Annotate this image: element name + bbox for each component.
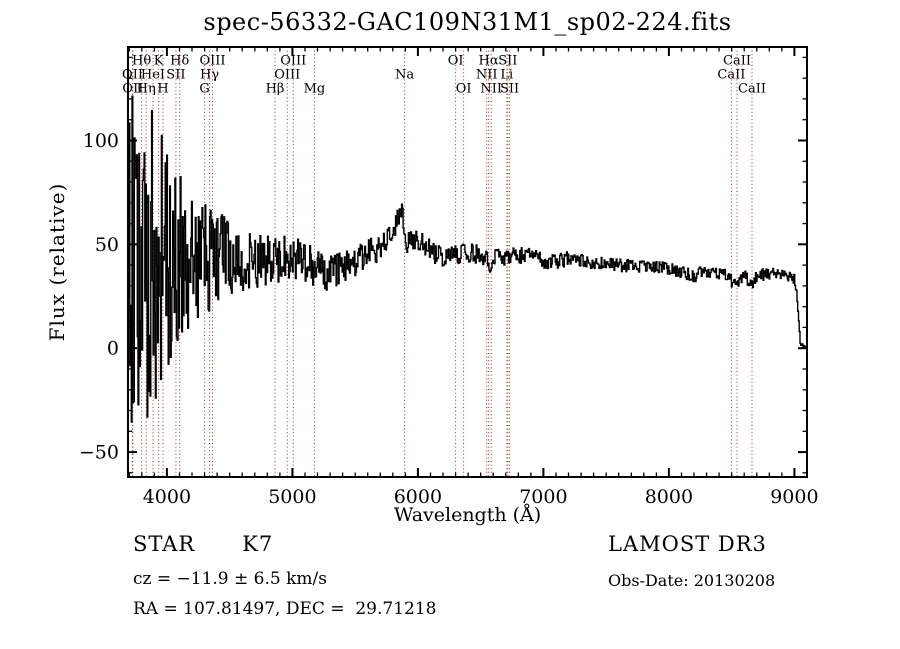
x-tick-label: 5000 (268, 486, 316, 508)
spectral-line-label: SII (500, 82, 519, 97)
spectral-line-label: Hα (479, 54, 499, 69)
x-tick-label: 7000 (519, 486, 567, 508)
x-tick-label: 4000 (143, 486, 191, 508)
y-axis-title: Flux (relative) (45, 182, 69, 342)
ra-dec-line: RA = 107.81497, DEC = 29.71218 (133, 599, 437, 619)
spectral-line-label: SII (166, 68, 185, 83)
obs-date-line: Obs-Date: 20130208 (608, 571, 776, 590)
spectral-line-label: Hδ (170, 54, 189, 69)
survey-release-label: LAMOST DR3 (608, 532, 767, 556)
spectral-line-label: SII (498, 54, 517, 69)
spectral-line-label: CaII (717, 68, 745, 83)
spectrum-trace (128, 95, 807, 423)
spectral-line-label: G (199, 82, 209, 97)
spectral-line-label: H (157, 82, 168, 97)
spectral-line-label: OIII (274, 68, 300, 83)
x-axis-title: Wavelength (Å) (393, 504, 542, 526)
x-tick-label: 8000 (645, 486, 693, 508)
spectral-line-label: OIII (199, 54, 225, 69)
spectral-line-label: Li (500, 68, 513, 83)
spectral-line-label: Na (395, 68, 414, 83)
cz-velocity-line: cz = −11.9 ± 6.5 km/s (133, 569, 327, 589)
y-tick-label: 100 (83, 130, 119, 152)
class-label: STAR (133, 532, 196, 556)
spectral-line-label: Hγ (200, 68, 219, 83)
spectral-line-label: OIII (280, 54, 306, 69)
spectral-line-label: NII (480, 82, 502, 97)
spectral-line-label: NII (476, 68, 498, 83)
spectral-line-label: HeI (141, 68, 165, 83)
spectral-line-label: OI (448, 54, 464, 69)
spectral-line-label: CaII (723, 54, 751, 69)
spectral-line-label: Hη (137, 82, 156, 97)
spectral-line-label: Hθ (132, 54, 151, 69)
y-axis-ticks: −50 0 50 100 (79, 56, 807, 474)
spectral-line-label: OII (122, 82, 143, 97)
classification-line: STAR K7 (133, 532, 273, 556)
spectral-line-labels: OIIOIIHθHηHeIKHSIIHδGHγOIIIHβOIIIOIIIMgN… (122, 54, 766, 97)
spectral-line-label: OI (456, 82, 472, 97)
spectral-line-label: K (154, 54, 164, 69)
spectral-line-label: Mg (304, 82, 326, 97)
y-tick-label: 0 (107, 338, 119, 360)
spectral-line-label: CaII (738, 82, 766, 97)
y-tick-label: −50 (79, 442, 119, 464)
subclass-label: K7 (242, 532, 274, 556)
figure-title: spec-56332-GAC109N31M1_sp02-224.fits (203, 8, 732, 36)
x-tick-label: 9000 (770, 486, 818, 508)
x-tick-label: 6000 (394, 486, 442, 508)
spectral-line-label: Hβ (266, 82, 285, 97)
spectral-line-label: OII (122, 68, 143, 83)
x-axis-ticks: 4000 5000 6000 7000 8000 9000 (128, 47, 819, 508)
y-tick-label: 50 (95, 234, 119, 256)
